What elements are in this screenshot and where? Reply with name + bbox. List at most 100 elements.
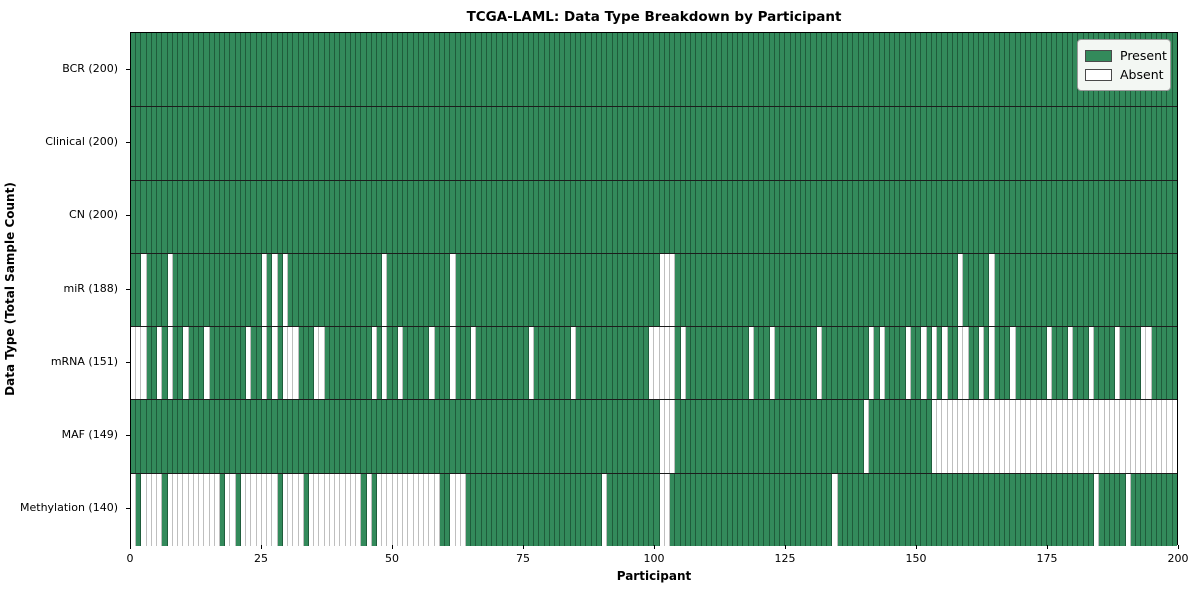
heatmap-cell [1130,107,1136,180]
heatmap-cell [481,33,487,107]
heatmap-cell [654,473,660,546]
heatmap-cell [534,400,540,473]
heatmap-cell [753,327,760,400]
heatmap-cell [565,473,571,546]
heatmap-cell [1088,180,1095,253]
heatmap-cell [513,327,519,400]
heatmap-cell [1047,107,1053,180]
heatmap-cell [1026,107,1032,180]
heatmap-cell [361,180,367,253]
heatmap-cell [1094,473,1100,546]
heatmap-cell [528,33,535,107]
heatmap-cell [298,33,304,107]
heatmap-cell [801,327,807,400]
heatmap-cell [167,473,173,546]
heatmap-cell [853,107,859,180]
heatmap-cell [879,473,885,546]
heatmap-cell [1130,327,1136,400]
heatmap-cell [581,180,587,253]
x-tick-mark [916,545,917,549]
heatmap-cell [188,327,194,400]
heatmap-cell [466,107,472,180]
heatmap-cell [439,253,446,327]
heatmap-cell [848,180,854,253]
heatmap-cell [764,473,770,546]
heatmap-cell [806,180,812,253]
heatmap-cell [617,33,624,107]
y-tick-label: Methylation (140) [20,501,118,515]
heatmap-cell [994,327,1000,400]
heatmap-cell [219,400,226,473]
heatmap-cell [1156,327,1163,400]
heatmap-cell [968,400,974,473]
heatmap-cell [455,327,461,400]
heatmap-cell [832,180,838,253]
heatmap-cell [743,253,749,327]
heatmap-cell [554,327,561,400]
heatmap-cell [319,400,325,473]
heatmap-cell [591,473,597,546]
heatmap-cell [450,180,456,253]
heatmap-cell [1156,400,1163,473]
heatmap-cell [267,327,273,400]
heatmap-cell [848,33,854,107]
heatmap-cell [727,400,733,473]
heatmap-cell [366,180,372,253]
heatmap-cell [131,253,137,327]
heatmap-cell [502,253,508,327]
heatmap-cell [267,473,273,546]
heatmap-cell [382,180,388,253]
heatmap-cell [664,327,671,400]
heatmap-cell [984,107,990,180]
x-tick-label: 100 [643,552,665,565]
heatmap-cell [219,253,226,327]
heatmap-cell [827,327,833,400]
heatmap-cell [204,473,210,546]
heatmap-cell [298,473,304,546]
heatmap-cell [193,473,200,546]
heatmap-cell [235,107,241,180]
heatmap-cell [340,33,346,107]
heatmap-cell [1073,107,1079,180]
heatmap-cell [1047,327,1053,400]
heatmap-cell [832,253,838,327]
heatmap-cell [989,33,995,107]
heatmap-cell [565,327,571,400]
heatmap-cell [272,400,278,473]
heatmap-cell [1026,327,1032,400]
heatmap-cell [471,400,477,473]
heatmap-cell [403,253,409,327]
heatmap-cell [905,400,911,473]
heatmap-cell [1099,107,1105,180]
heatmap-cell [214,180,220,253]
heatmap-cell [1172,180,1177,253]
heatmap-cell [617,400,624,473]
heatmap-cell [685,473,692,546]
heatmap-cell [1078,327,1084,400]
heatmap-cell [581,327,587,400]
heatmap-cell [806,253,812,327]
heatmap-cell [209,180,215,253]
heatmap-cell [549,33,555,107]
heatmap-cell [178,180,184,253]
heatmap-cell [680,180,686,253]
heatmap-cell [654,327,660,400]
heatmap-cell [392,107,398,180]
heatmap-cell [429,180,435,253]
heatmap-cell [534,473,540,546]
heatmap-cell [335,253,341,327]
x-tick-mark [785,545,786,549]
heatmap-cell [1104,473,1110,546]
heatmap-cell [1026,473,1032,546]
heatmap-cell [136,107,142,180]
heatmap-cell [429,400,435,473]
heatmap-cell [492,473,498,546]
heatmap-cell [617,253,624,327]
y-tick-label: BCR (200) [62,61,118,75]
heatmap-cell [507,180,514,253]
heatmap-cell [1141,327,1147,400]
heatmap-cell [863,107,870,180]
heatmap-cell [1015,400,1021,473]
heatmap-cell [471,107,477,180]
heatmap-cell [984,253,990,327]
